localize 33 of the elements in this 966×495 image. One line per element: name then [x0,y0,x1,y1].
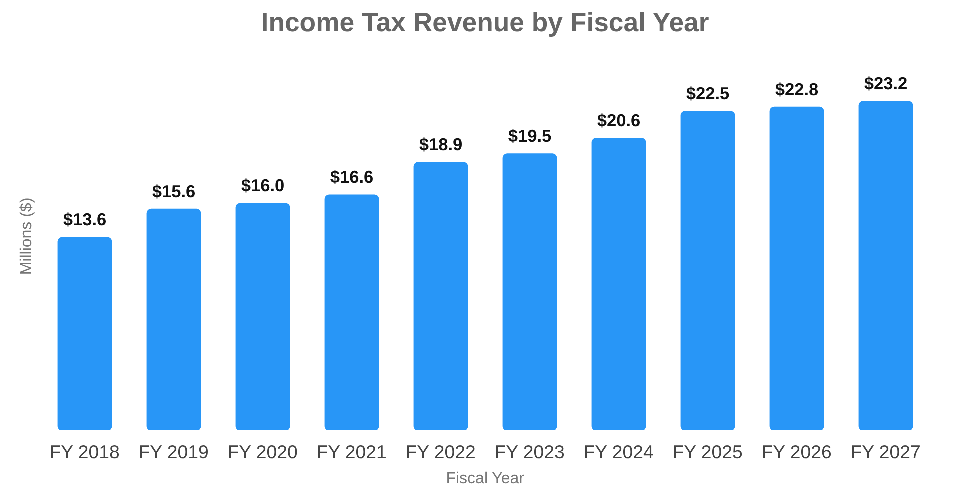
data-label: $23.2 [864,74,908,94]
data-label: $13.6 [63,210,108,230]
y-axis-title: Millions ($) [18,198,36,276]
bar [58,237,112,430]
x-tick-label: FY 2024 [584,442,654,462]
data-label: $16.6 [330,167,374,188]
x-tick-label: FY 2019 [138,442,209,462]
x-tick-label: FY 2018 [50,442,120,462]
bar [146,208,202,430]
data-label: $16.0 [241,176,285,196]
data-label: $18.9 [419,134,463,155]
data-label: $19.5 [508,126,552,146]
x-tick-label: FY 2021 [316,442,387,462]
x-tick-label: FY 2022 [406,442,476,462]
data-label: $20.6 [597,110,642,131]
bar [680,111,736,430]
bar [770,106,824,430]
x-tick-label: FY 2020 [228,442,298,462]
bar [858,101,914,430]
x-axis-title: Fiscal Year [446,470,526,488]
chart-title: Income Tax Revenue by Fiscal Year [261,8,710,38]
bar [236,203,290,430]
bar [592,138,646,430]
data-label: $15.6 [152,181,196,202]
bar [324,194,380,430]
data-label: $22.5 [686,84,730,104]
bar [502,154,558,430]
x-tick-label: FY 2026 [762,442,832,462]
x-tick-label: FY 2023 [494,442,565,462]
x-tick-label: FY 2025 [672,442,743,462]
data-label: $22.8 [775,79,820,100]
bar [414,162,468,430]
x-tick-label: FY 2027 [850,442,921,462]
